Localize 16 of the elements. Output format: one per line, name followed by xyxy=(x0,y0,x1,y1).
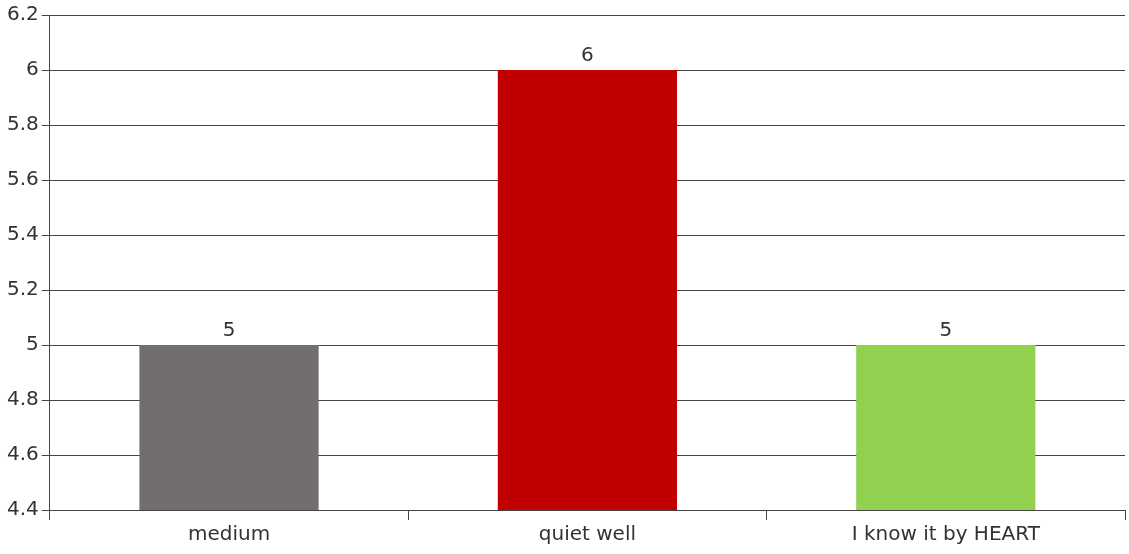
y-tick-label: 4.8 xyxy=(6,386,39,411)
x-tick-label: quiet well xyxy=(538,521,637,546)
data-label: 5 xyxy=(939,317,953,342)
x-tick-label: I know it by HEART xyxy=(851,521,1041,546)
y-tick-label: 5 xyxy=(26,331,39,356)
data-label: 6 xyxy=(581,42,594,67)
y-tick-label: 5.4 xyxy=(6,221,39,246)
y-tick-label: 4.4 xyxy=(6,496,39,521)
y-tick-label: 5.8 xyxy=(6,111,39,136)
y-tick-label: 6 xyxy=(26,56,39,81)
y-tick-label: 5.2 xyxy=(6,276,39,301)
y-tick-label: 4.6 xyxy=(6,441,39,466)
y-tick-label: 6.2 xyxy=(6,1,39,26)
x-tick-label: medium xyxy=(187,521,271,546)
y-tick-label: 5.6 xyxy=(6,166,39,191)
data-label: 5 xyxy=(222,317,236,342)
